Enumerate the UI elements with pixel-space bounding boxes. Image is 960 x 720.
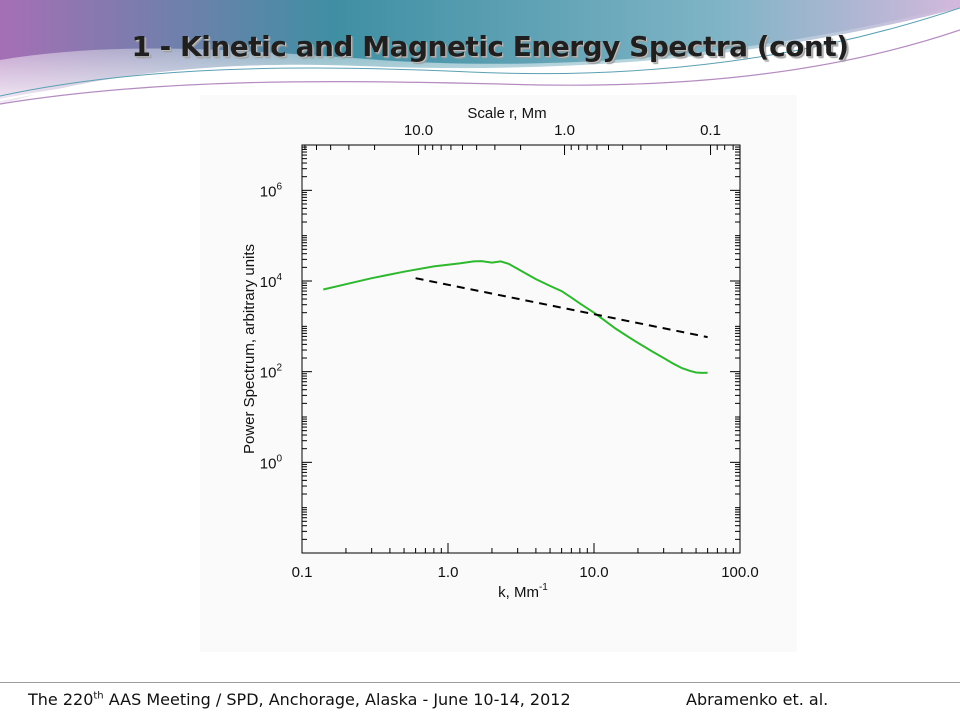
slide-footer: The 220th AAS Meeting / SPD, Anchorage, … bbox=[0, 690, 960, 714]
top-tick-label: 0.1 bbox=[700, 122, 721, 139]
fit-line-dashed bbox=[415, 277, 708, 339]
y-tick-label: 102 bbox=[260, 363, 283, 382]
x-tick-label: 0.1 bbox=[292, 564, 313, 581]
x-tick-label: 100.0 bbox=[721, 564, 759, 581]
x-axis-label: k, Mm-1 bbox=[498, 582, 548, 601]
footer-divider bbox=[0, 682, 960, 683]
footer-meeting-pre: The 220 bbox=[28, 690, 94, 709]
chart-labels: 0.1 1.0 10.0 100.0 10.0 1.0 0.1 100 102 104 106 k, … bbox=[241, 105, 759, 601]
footer-meeting-text: The 220th AAS Meeting / SPD, Anchorage, … bbox=[28, 690, 571, 709]
x-tick-label: 1.0 bbox=[438, 564, 459, 581]
y-tick-label: 104 bbox=[260, 272, 283, 291]
y-tick-label: 100 bbox=[260, 453, 283, 472]
header-swoosh-decoration bbox=[0, 0, 960, 108]
footer-meeting-post: AAS Meeting / SPD, Anchorage, Alaska - J… bbox=[103, 690, 571, 709]
plot-frame bbox=[301, 144, 741, 554]
chart-axes bbox=[301, 144, 741, 554]
y-tick-label: 106 bbox=[260, 181, 283, 200]
slide-title: 1 - Kinetic and Magnetic Energy Spectra … bbox=[131, 30, 849, 63]
footer-author: Abramenko et. al. bbox=[686, 690, 829, 709]
x-tick-label: 10.0 bbox=[579, 564, 608, 581]
spectrum-line bbox=[323, 260, 708, 374]
footer-meeting-sup: th bbox=[93, 690, 104, 702]
top-tick-label: 1.0 bbox=[554, 122, 575, 139]
chart-series bbox=[323, 260, 708, 374]
top-axis-label: Scale r, Mm bbox=[467, 105, 546, 122]
top-tick-label: 10.0 bbox=[404, 122, 433, 139]
y-axis-label: Power Spectrum, arbitrary units bbox=[241, 244, 258, 454]
